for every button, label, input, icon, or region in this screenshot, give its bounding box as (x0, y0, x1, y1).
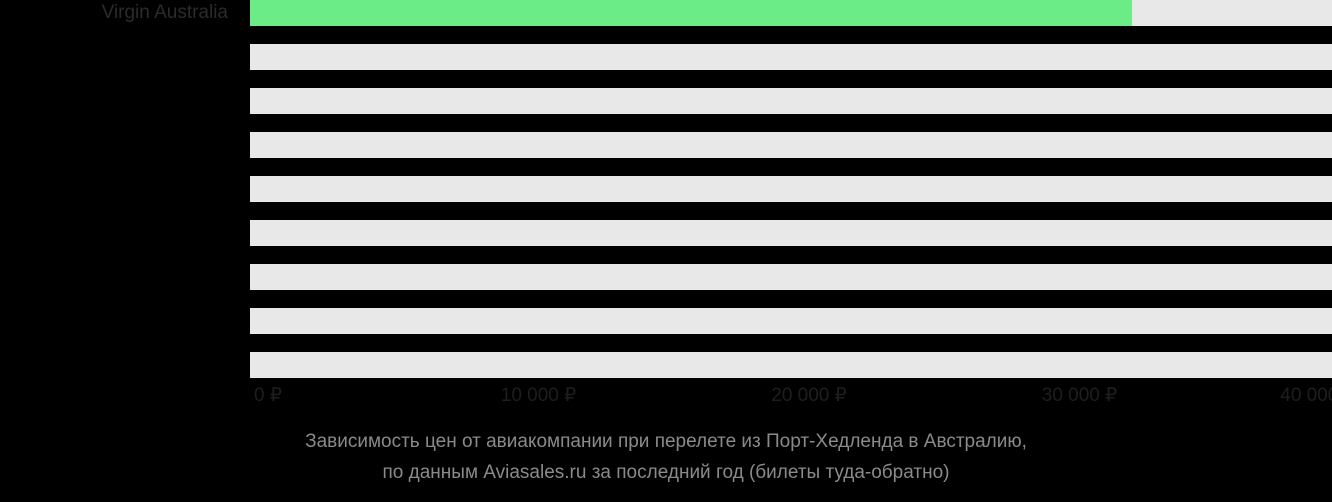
chart-row[interactable] (0, 352, 1332, 378)
chart-row[interactable] (0, 88, 1332, 114)
bar-track (250, 264, 1332, 290)
x-axis-tick-label: 0 ₽ (254, 385, 282, 406)
caption-line-1: Зависимость цен от авиакомпании при пере… (305, 431, 1027, 452)
chart-row[interactable]: Virgin Australia (0, 0, 1332, 26)
x-axis-tick-label: 20 000 ₽ (771, 385, 847, 406)
chart-row[interactable] (0, 132, 1332, 158)
x-axis-tick-label: 10 000 ₽ (500, 385, 577, 406)
x-axis-tick-label: 40 000 ₽ (1280, 385, 1332, 406)
x-axis-tick-label: 30 000 ₽ (1041, 385, 1118, 406)
chart-row[interactable] (0, 308, 1332, 334)
bar-track (250, 44, 1332, 70)
chart-row[interactable] (0, 44, 1332, 70)
chart-caption: Зависимость цен от авиакомпании при пере… (0, 426, 1332, 488)
row-label-airline: Virgin Australia (101, 2, 228, 23)
x-axis: 0 ₽ 10 000 ₽ 20 000 ₽ 30 000 ₽ 40 000 ₽ (0, 381, 1332, 411)
chart-row[interactable] (0, 176, 1332, 202)
bar-track (250, 88, 1332, 114)
bar-track (250, 220, 1332, 246)
bar-value[interactable] (250, 0, 1132, 26)
chart-row[interactable] (0, 264, 1332, 290)
caption-line-2: по данным Aviasales.ru за последний год … (382, 462, 950, 483)
bar-track (250, 308, 1332, 334)
bar-track (250, 132, 1332, 158)
chart-row[interactable] (0, 220, 1332, 246)
plot-area: Virgin Australia (0, 0, 1332, 378)
bar-track (250, 352, 1332, 378)
bar-track (250, 176, 1332, 202)
